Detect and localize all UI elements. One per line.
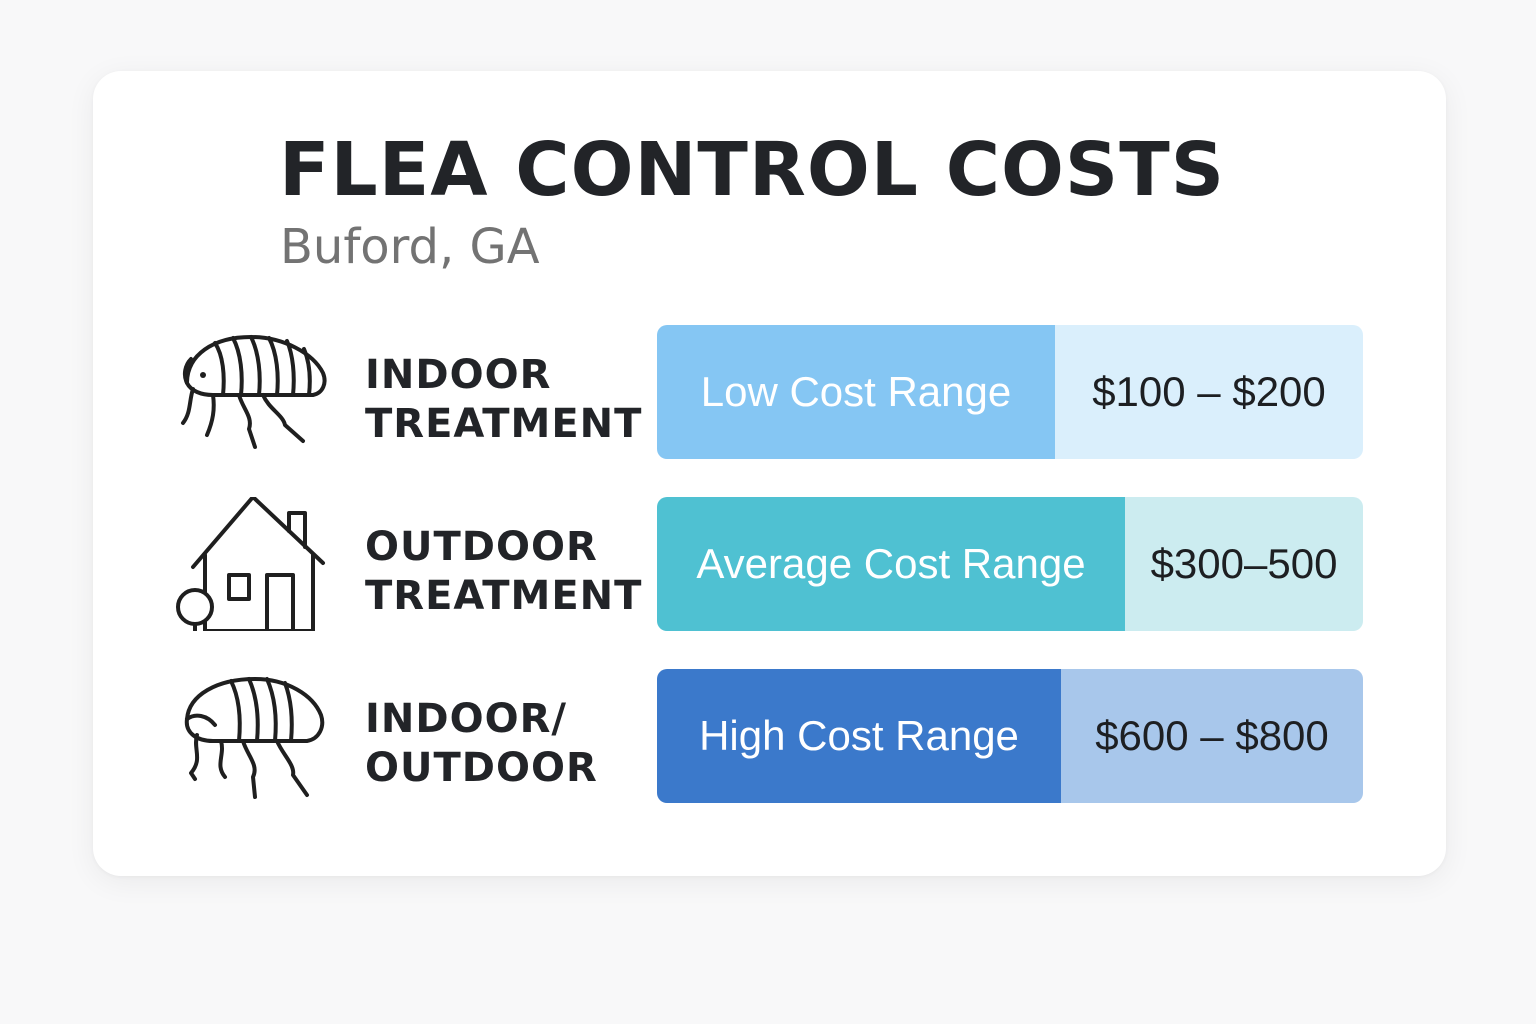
treatment-label-line1: INDOOR [365, 352, 552, 398]
cost-range-label: Average Cost Range [657, 497, 1125, 631]
treatment-label: INDOOR/ OUTDOOR [365, 695, 598, 793]
flea-icon [173, 669, 333, 803]
treatment-label-line1: INDOOR/ [365, 696, 567, 742]
cost-price: $100 – $200 [1055, 325, 1363, 459]
house-icon [173, 497, 333, 631]
cost-range-label: Low Cost Range [657, 325, 1055, 459]
flea-cost-card: FLEA CONTROL COSTS Buford, GA INDOOR [93, 71, 1446, 876]
cost-bar: Low Cost Range $100 – $200 [657, 325, 1363, 459]
treatment-label: OUTDOOR TREATMENT [365, 523, 642, 621]
treatment-label-line2: OUTDOOR [365, 745, 598, 791]
treatment-label-line2: TREATMENT [365, 401, 643, 447]
cost-bar: High Cost Range $600 – $800 [657, 669, 1363, 803]
cost-row-indoor: INDOOR TREATMENT Low Cost Range $100 – $… [93, 325, 1446, 459]
cost-price: $600 – $800 [1061, 669, 1363, 803]
cost-price: $300–500 [1125, 497, 1363, 631]
flea-icon [173, 325, 333, 459]
cost-range-label: High Cost Range [657, 669, 1061, 803]
treatment-label-line1: OUTDOOR [365, 524, 598, 570]
cost-row-outdoor: OUTDOOR TREATMENT Average Cost Range $30… [93, 497, 1446, 631]
location-subtitle: Buford, GA [280, 219, 540, 275]
cost-bar: Average Cost Range $300–500 [657, 497, 1363, 631]
treatment-label: INDOOR TREATMENT [365, 351, 642, 449]
cost-row-indoor-outdoor: INDOOR/ OUTDOOR High Cost Range $600 – $… [93, 669, 1446, 803]
page-title: FLEA CONTROL COSTS [279, 127, 1225, 213]
treatment-label-line2: TREATMENT [365, 573, 643, 619]
